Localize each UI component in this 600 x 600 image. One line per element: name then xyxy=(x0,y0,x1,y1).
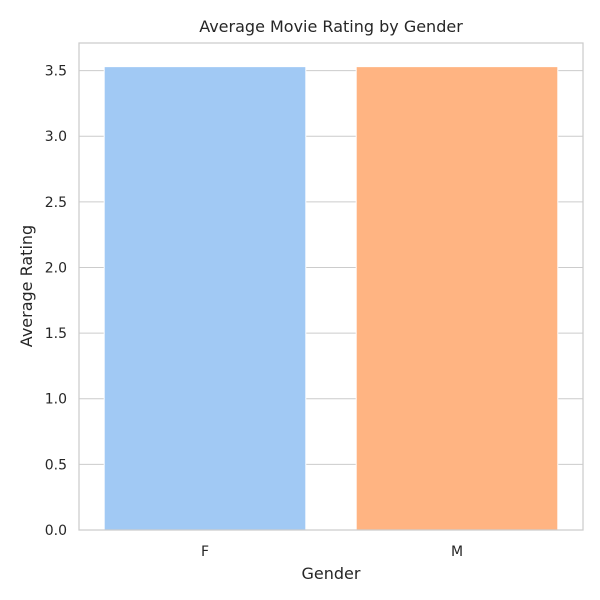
y-tick-label: 3.0 xyxy=(45,129,67,145)
y-tick-label: 1.5 xyxy=(45,326,67,342)
y-axis-label: Average Rating xyxy=(17,225,36,347)
y-tick-label: 1.0 xyxy=(45,392,67,408)
y-tick-label: 2.0 xyxy=(45,260,67,276)
y-tick-label: 0.5 xyxy=(45,457,67,473)
plot-frame xyxy=(78,42,584,531)
x-tick-label-m: M xyxy=(451,544,463,560)
y-tick-label: 0.0 xyxy=(45,523,67,539)
bar-f xyxy=(103,66,307,531)
bar-m xyxy=(355,66,559,531)
x-axis-label: Gender xyxy=(302,564,361,583)
chart-title: Average Movie Rating by Gender xyxy=(199,17,463,36)
bars xyxy=(103,66,559,531)
y-tick-label: 2.5 xyxy=(45,195,67,211)
y-tick-labels: 0.0 0.5 1.0 1.5 2.0 2.5 3.0 3.5 xyxy=(45,64,67,539)
x-tick-label-f: F xyxy=(201,544,209,560)
y-tick-label: 3.5 xyxy=(45,64,67,80)
